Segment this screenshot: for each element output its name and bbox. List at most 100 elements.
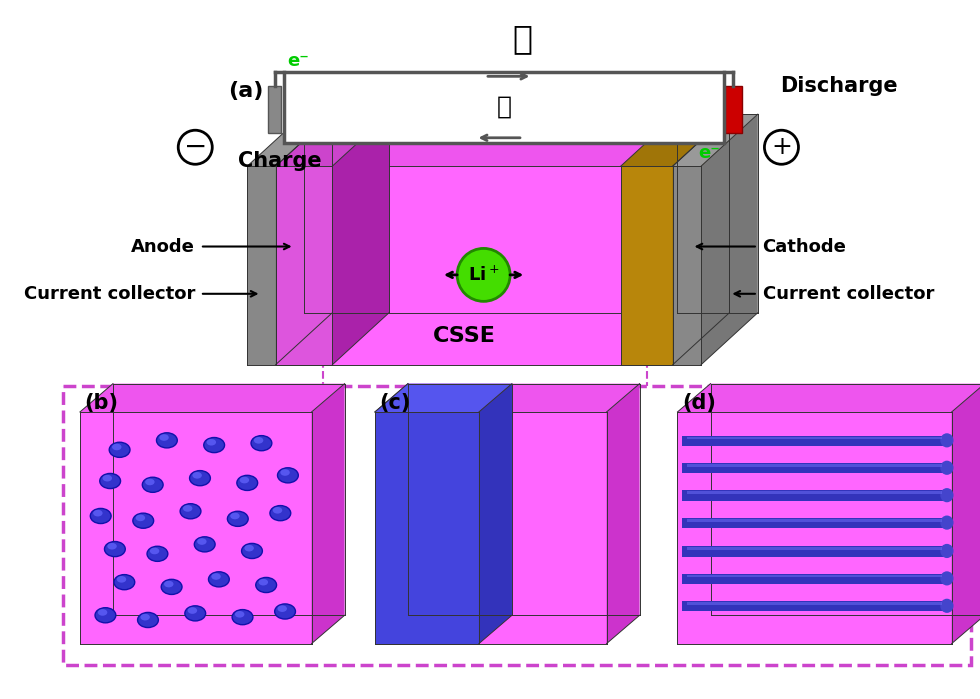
Ellipse shape [105, 542, 125, 556]
Bar [687, 437, 942, 440]
Text: (b): (b) [84, 393, 119, 412]
Text: Current collector: Current collector [762, 284, 934, 303]
Polygon shape [375, 384, 640, 412]
Polygon shape [275, 166, 672, 365]
Ellipse shape [232, 610, 253, 625]
Bar [682, 518, 947, 528]
Ellipse shape [98, 609, 108, 616]
Ellipse shape [157, 433, 177, 448]
Ellipse shape [197, 538, 207, 545]
Polygon shape [479, 384, 512, 644]
Ellipse shape [180, 504, 201, 519]
Ellipse shape [280, 469, 290, 476]
Ellipse shape [189, 470, 211, 486]
Ellipse shape [114, 575, 134, 590]
Bar [725, 86, 742, 133]
Ellipse shape [277, 468, 298, 483]
Bar [682, 601, 947, 612]
Bar [682, 491, 947, 501]
Text: −: − [183, 134, 207, 161]
Ellipse shape [940, 433, 954, 447]
Text: CSSE: CSSE [433, 326, 496, 346]
Text: 🔌: 🔌 [497, 95, 512, 119]
Polygon shape [275, 114, 332, 365]
Ellipse shape [270, 505, 291, 521]
Polygon shape [375, 412, 607, 644]
Bar [687, 547, 942, 550]
Polygon shape [275, 166, 332, 365]
Ellipse shape [940, 571, 954, 586]
Ellipse shape [192, 472, 202, 479]
Bar [269, 86, 281, 133]
Ellipse shape [93, 510, 103, 517]
Polygon shape [312, 384, 345, 644]
Ellipse shape [277, 605, 287, 612]
Ellipse shape [237, 475, 258, 491]
Ellipse shape [940, 544, 954, 558]
Ellipse shape [183, 505, 192, 512]
Text: e⁻: e⁻ [287, 52, 310, 70]
Polygon shape [275, 114, 729, 166]
Ellipse shape [140, 614, 150, 621]
Text: Li$^+$: Li$^+$ [467, 265, 500, 284]
Ellipse shape [185, 606, 206, 621]
Text: Charge: Charge [237, 152, 321, 171]
Polygon shape [275, 114, 389, 166]
Ellipse shape [160, 434, 169, 441]
Ellipse shape [940, 461, 954, 475]
Ellipse shape [100, 473, 121, 489]
Ellipse shape [117, 576, 126, 583]
Ellipse shape [194, 537, 215, 552]
Ellipse shape [272, 507, 282, 514]
Text: +: + [771, 135, 792, 159]
Ellipse shape [90, 508, 111, 524]
Ellipse shape [204, 438, 224, 453]
Polygon shape [80, 384, 345, 412]
Bar [284, 71, 724, 143]
Bar [682, 546, 947, 556]
Ellipse shape [227, 511, 248, 526]
Ellipse shape [188, 607, 197, 614]
Ellipse shape [244, 545, 254, 552]
Bar [682, 435, 947, 446]
Ellipse shape [235, 611, 244, 618]
Circle shape [457, 248, 511, 301]
Ellipse shape [207, 439, 216, 445]
Ellipse shape [133, 513, 154, 528]
Ellipse shape [256, 577, 276, 593]
Text: (a): (a) [228, 80, 264, 101]
Ellipse shape [137, 612, 159, 628]
Ellipse shape [135, 514, 145, 521]
Polygon shape [672, 114, 729, 365]
Polygon shape [80, 412, 312, 644]
Ellipse shape [240, 477, 249, 484]
Ellipse shape [940, 488, 954, 503]
Ellipse shape [162, 579, 182, 594]
Text: Discharge: Discharge [780, 75, 898, 96]
Ellipse shape [230, 512, 240, 519]
Polygon shape [375, 384, 512, 412]
Polygon shape [952, 384, 980, 644]
Polygon shape [677, 412, 952, 644]
Bar [687, 519, 942, 521]
Polygon shape [620, 166, 672, 365]
Bar [682, 574, 947, 584]
Ellipse shape [103, 475, 112, 482]
Bar [687, 575, 942, 577]
Text: Current collector: Current collector [24, 284, 195, 303]
Ellipse shape [274, 604, 295, 619]
Text: (d): (d) [682, 393, 716, 412]
Bar [687, 464, 942, 467]
Polygon shape [375, 412, 479, 644]
Ellipse shape [212, 573, 220, 579]
Polygon shape [332, 114, 389, 365]
Ellipse shape [164, 581, 173, 587]
Polygon shape [620, 114, 729, 166]
Ellipse shape [145, 479, 155, 485]
Ellipse shape [259, 579, 269, 586]
Ellipse shape [254, 437, 264, 444]
Circle shape [178, 130, 213, 164]
Ellipse shape [147, 546, 168, 561]
Text: (c): (c) [379, 393, 411, 412]
Ellipse shape [242, 543, 263, 559]
